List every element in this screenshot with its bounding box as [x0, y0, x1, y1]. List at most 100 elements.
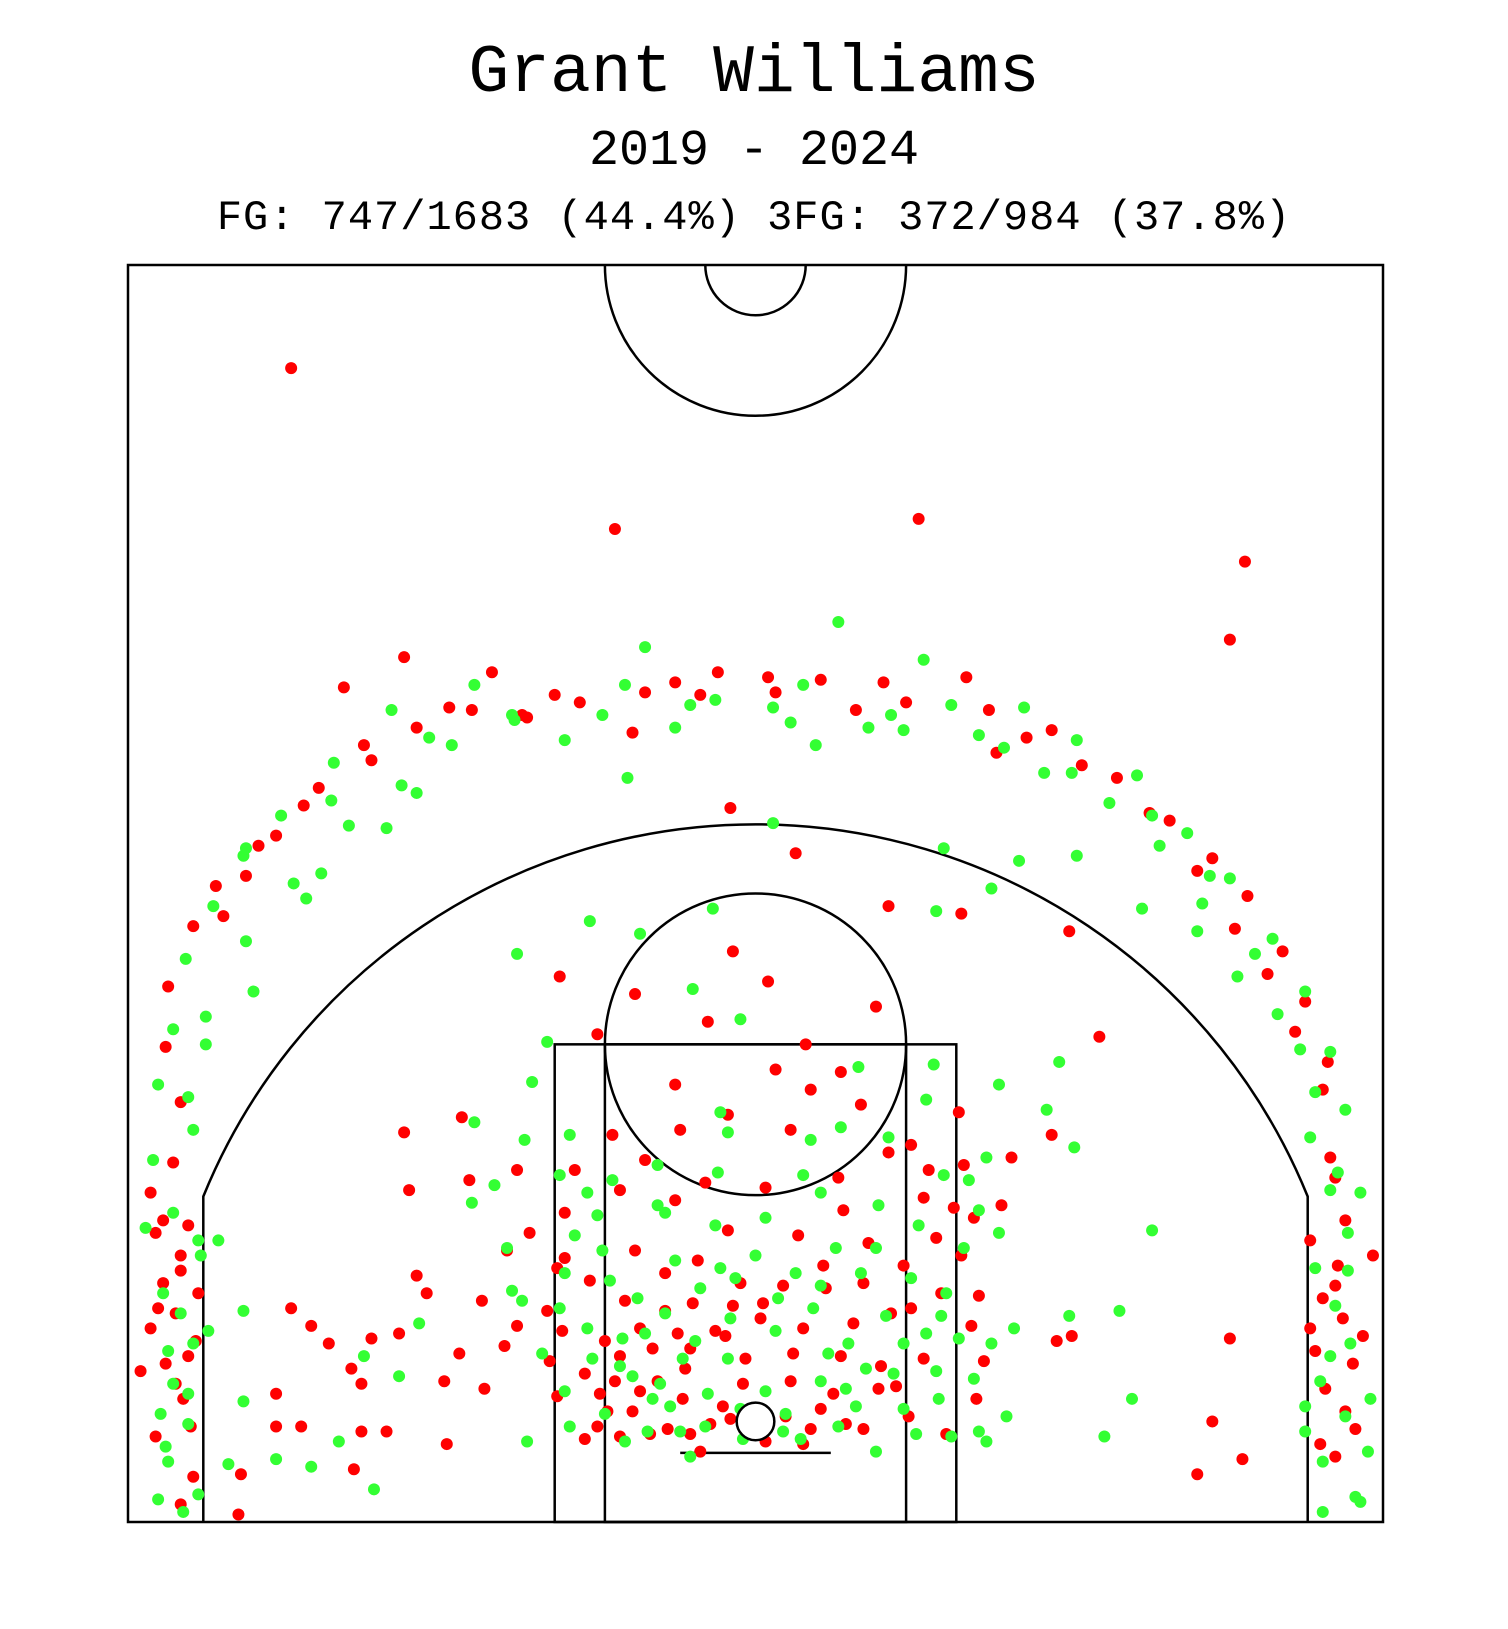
shot-made-241	[603, 1274, 616, 1287]
shot-missed-186	[972, 1289, 985, 1302]
shot-missed-69	[1329, 1450, 1342, 1463]
shot-missed-205	[789, 847, 802, 860]
shot-made-124	[932, 1392, 945, 1405]
shot-made-105	[669, 1254, 682, 1267]
shot-made-209	[192, 1234, 205, 1247]
shot-missed-152	[285, 1302, 298, 1315]
shot-made-0	[832, 615, 845, 628]
shot-missed-29	[149, 1430, 162, 1443]
shot-missed-220	[857, 1277, 870, 1290]
shot-missed-227	[661, 1422, 674, 1435]
shot-missed-87	[1110, 771, 1123, 784]
shot-made-103	[749, 1249, 762, 1262]
shot-made-15	[187, 1337, 200, 1350]
shot-missed-12	[297, 799, 310, 812]
shot-made-109	[536, 1347, 549, 1360]
shot-missed-11	[365, 754, 378, 767]
shot-missed-23	[174, 1264, 187, 1277]
shot-made-176	[882, 1131, 895, 1144]
shot-missed-103	[759, 1181, 772, 1194]
shot-made-79	[1040, 1103, 1053, 1116]
shot-made-38	[1223, 872, 1236, 885]
shot-made-227	[239, 842, 252, 855]
chart-subtitle: 2019 - 2024	[588, 123, 920, 180]
shot-missed-216	[669, 1194, 682, 1207]
shot-made-110	[516, 1294, 529, 1307]
shot-missed-13	[252, 839, 265, 852]
shot-missed-208	[521, 711, 534, 724]
shot-made-248	[721, 1126, 734, 1139]
shot-missed-6	[485, 666, 498, 679]
shot-made-60	[445, 739, 458, 752]
shot-missed-247	[1093, 1030, 1106, 1043]
shot-made-42	[1339, 1103, 1352, 1116]
shot-made-180	[1068, 1141, 1081, 1154]
shot-made-256	[1008, 1322, 1021, 1335]
hoop	[735, 1401, 776, 1442]
shot-made-4	[327, 756, 340, 769]
shot-made-147	[897, 1402, 910, 1415]
shot-made-12	[167, 1206, 180, 1219]
shot-made-217	[797, 678, 810, 691]
shot-made-206	[152, 1493, 165, 1506]
shot-made-59	[395, 779, 408, 792]
shot-made-56	[239, 935, 252, 948]
shot-missed-132	[777, 1279, 790, 1292]
shot-missed-19	[167, 1156, 180, 1169]
shot-missed-215	[613, 1184, 626, 1197]
shot-made-197	[1309, 1086, 1322, 1099]
shot-made-207	[177, 1505, 190, 1518]
shot-missed-27	[159, 1357, 172, 1370]
shot-missed-173	[890, 1380, 903, 1393]
shot-made-153	[664, 1400, 677, 1413]
shot-missed-100	[606, 1128, 619, 1141]
shot-markers	[134, 362, 1379, 1521]
shot-made-119	[759, 1385, 772, 1398]
shot-missed-213	[629, 1244, 642, 1257]
shot-missed-168	[626, 1405, 639, 1418]
shot-missed-74	[1304, 1322, 1317, 1335]
shot-missed-95	[762, 975, 775, 988]
shot-made-27	[423, 731, 436, 744]
shot-made-168	[814, 1186, 827, 1199]
shot-made-152	[699, 1420, 712, 1433]
shot-made-125	[967, 1372, 980, 1385]
shot-made-129	[413, 1317, 426, 1330]
shot-made-98	[972, 1204, 985, 1217]
shot-made-245	[583, 915, 596, 928]
shot-missed-55	[1289, 1025, 1302, 1038]
shot-made-247	[767, 817, 780, 830]
shot-made-39	[1266, 932, 1279, 945]
shot-made-143	[807, 1302, 820, 1315]
shot-missed-10	[410, 721, 423, 734]
shot-missed-253	[380, 1425, 393, 1438]
shot-made-85	[581, 1322, 594, 1335]
shot-made-159	[729, 1272, 742, 1285]
shot-made-229	[139, 1221, 152, 1234]
shot-missed-204	[724, 802, 737, 815]
shot-missed-129	[897, 1259, 910, 1272]
shot-made-108	[558, 1385, 571, 1398]
shot-made-114	[526, 1076, 539, 1089]
shot-missed-254	[440, 1438, 453, 1451]
shot-made-77	[920, 1093, 933, 1106]
shot-made-223	[1196, 897, 1209, 910]
shot-made-198	[1331, 1166, 1344, 1179]
three-point-line	[202, 823, 1309, 1522]
shot-missed-73	[1329, 1279, 1342, 1292]
shot-made-70	[706, 902, 719, 915]
shot-missed-178	[719, 1329, 732, 1342]
shot-made-195	[1271, 1008, 1284, 1021]
shot-missed-239	[875, 1360, 887, 1373]
shot-missed-111	[475, 1294, 488, 1307]
shot-made-92	[814, 1375, 827, 1388]
shot-made-181	[1146, 1224, 1159, 1237]
shot-missed-2	[1223, 633, 1236, 646]
shot-made-156	[616, 1332, 629, 1345]
shot-missed-188	[917, 1191, 930, 1204]
shot-missed-153	[295, 1420, 308, 1433]
shot-made-140	[689, 1334, 702, 1347]
shot-made-133	[305, 1460, 318, 1473]
shot-made-74	[686, 983, 699, 996]
shot-made-165	[952, 1332, 965, 1345]
